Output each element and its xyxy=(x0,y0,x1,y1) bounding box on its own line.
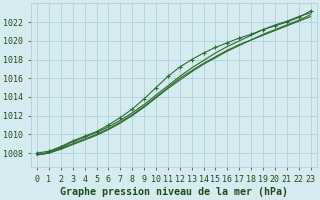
X-axis label: Graphe pression niveau de la mer (hPa): Graphe pression niveau de la mer (hPa) xyxy=(60,186,288,197)
